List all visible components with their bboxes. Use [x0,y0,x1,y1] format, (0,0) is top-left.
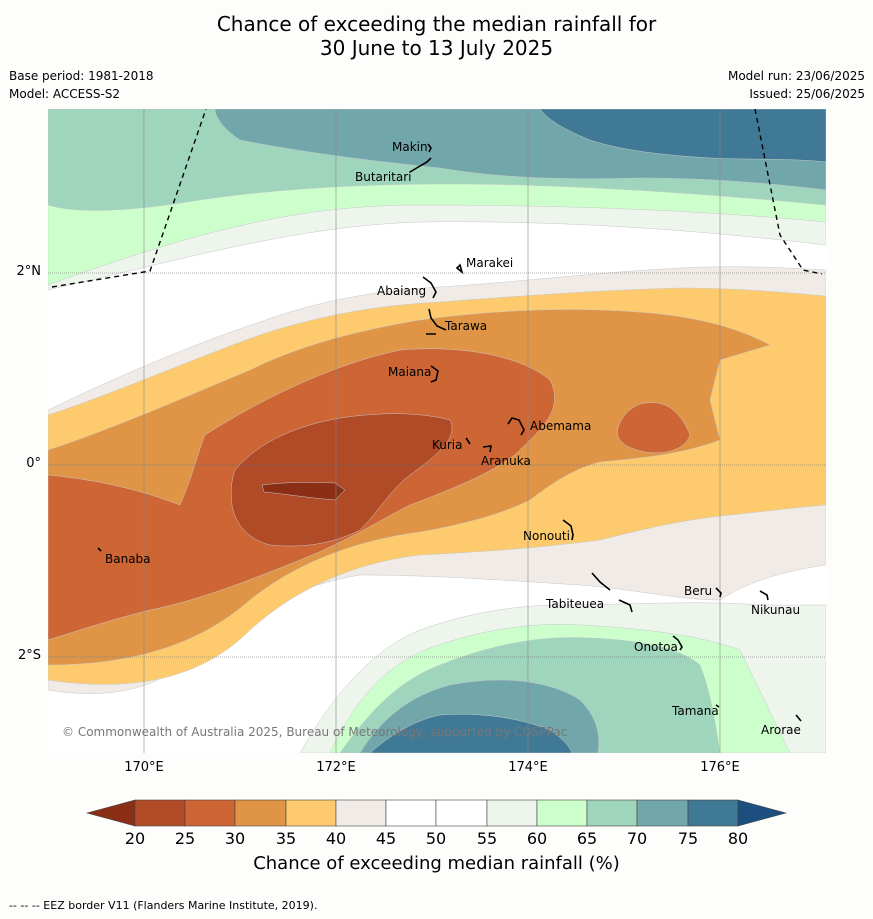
colorbar [85,799,788,827]
lon-label-174e: 174°E [508,760,548,775]
colorbar-tick-40: 40 [325,829,347,848]
base-period: Base period: 1981-2018 [9,69,154,83]
lat-label-2s: 2°S [17,648,41,663]
island-tamana [715,704,720,708]
island-nikunau [759,590,769,601]
island-kuria [465,437,471,445]
colorbar-tick-75: 75 [677,829,699,848]
eez-footer-note: -- -- -- EEZ border V11 (Flanders Marine… [9,899,318,912]
meta-left: Base period: 1981-2018 Model: ACCESS-S2 [9,67,154,103]
colorbar-bin-65-70 [586,799,638,827]
island-tarawa [426,308,447,335]
copyright-notice: © Commonwealth of Australia 2025, Bureau… [62,725,567,739]
map-title: Chance of exceeding the median rainfall … [0,12,873,60]
colorbar-tick-35: 35 [275,829,297,848]
label-aranuka: Aranuka [481,454,531,468]
lon-label-172e: 172°E [316,760,356,775]
island-aranuka [482,445,492,453]
colorbar-bin-45-50 [385,799,437,827]
colorbar-tick-50: 50 [425,829,447,848]
label-makin: Makin [392,140,428,154]
label-tarawa: Tarawa [444,319,487,333]
island-arorae [795,714,802,722]
meta-right: Model run: 23/06/2025 Issued: 25/06/2025 [728,67,865,103]
lon-label-176e: 176°E [700,760,740,775]
title-line-1: Chance of exceeding the median rainfall … [216,12,657,36]
label-marakei: Marakei [466,256,513,270]
colorbar-bin-60-65 [536,799,588,827]
label-nonouti: Nonouti [523,529,570,543]
colorbar-bin-20-25 [134,799,186,827]
rainfall-map-area: Makin Butaritari Marakei Abaiang Tarawa … [48,109,826,753]
band-below-20 [261,482,346,501]
label-beru: Beru [684,584,712,598]
meridian-lines [143,109,721,753]
island-outlines [97,143,802,722]
band-25-30-east [617,402,691,453]
label-tabiteuea: Tabiteuea [545,597,604,611]
island-tabiteuea [591,572,633,613]
colorbar-bin-70-75 [636,799,689,827]
eez-border [51,109,823,288]
colorbar-high-arrow [737,799,788,827]
island-banaba [97,547,102,552]
colorbar-bin-35-40 [285,799,337,827]
colorbar-tick-30: 30 [224,829,246,848]
colorbar-bin-30-35 [234,799,287,827]
colorbar-bin-50-55 [435,799,488,827]
colorbar-tick-45: 45 [375,829,397,848]
label-nikunau: Nikunau [751,603,800,617]
island-abaiang [422,276,437,299]
colorbar-bin-75-80 [687,799,739,827]
label-onotoa: Onotoa [634,640,678,654]
model-name: Model: ACCESS-S2 [9,87,121,101]
label-maiana: Maiana [388,365,431,379]
colorbar-tick-55: 55 [476,829,498,848]
island-beru [715,587,722,598]
label-tamana: Tamana [671,704,719,718]
parallel-lines [48,272,826,658]
island-maiana [430,365,439,383]
label-butaritari: Butaritari [355,170,412,184]
island-marakei [455,263,464,275]
colorbar-bin-55-60 [486,799,538,827]
model-run: Model run: 23/06/2025 [727,69,865,83]
island-onotoa [672,635,683,651]
colorbar-tick-70: 70 [626,829,648,848]
colorbar-tick-60: 60 [526,829,548,848]
colorbar-tick-20: 20 [124,829,146,848]
island-butaritari [409,157,432,173]
colorbar-tick-80: 80 [727,829,749,848]
colorbar-low-arrow [85,799,136,827]
label-banaba: Banaba [105,552,151,566]
band-75-80-south [369,713,573,753]
label-kuria: Kuria [432,438,463,452]
lon-label-170e: 170°E [124,760,164,775]
colorbar-bin-25-30 [184,799,236,827]
colorbar-bin-40-45 [335,799,387,827]
island-nonouti [562,519,574,541]
band-20-25 [230,413,453,547]
label-abaiang: Abaiang [377,284,426,298]
island-abemama [507,417,525,436]
colorbar-title: Chance of exceeding median rainfall (%) [253,853,620,874]
label-abemama: Abemama [530,419,591,433]
lat-label-0: 0° [26,456,41,471]
colorbar-tick-25: 25 [174,829,196,848]
issued-date: Issued: 25/06/2025 [749,87,865,101]
colorbar-tick-65: 65 [576,829,598,848]
band-75-80-north [539,109,826,163]
title-line-2: 30 June to 13 July 2025 [319,36,554,60]
island-makin [427,143,432,153]
lat-label-2n: 2°N [16,264,42,279]
label-arorae: Arorae [761,723,801,737]
